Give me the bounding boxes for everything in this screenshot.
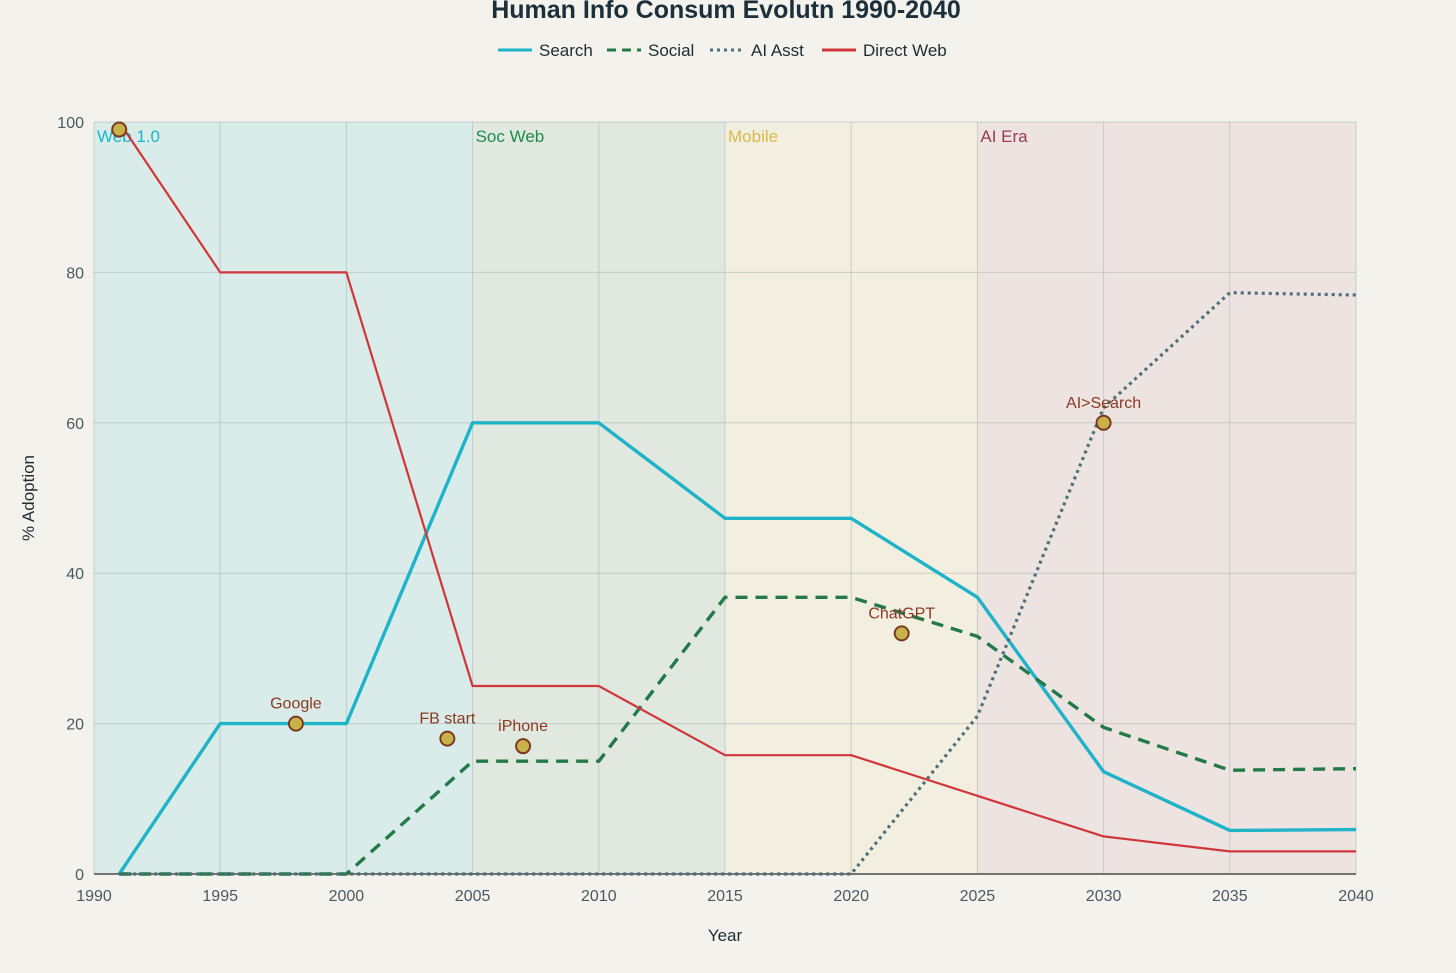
y-tick-label: 0 [75,867,84,884]
legend-label: AI Asst [751,41,804,60]
era-bands: Web 1.0 Soc Web Mobile AI Era [94,122,1356,874]
x-tick-label: 2030 [1086,888,1122,905]
legend-label: Social [648,41,694,60]
annotations: Google FB start iPhone ChatGPT AI>Search [111,121,1141,755]
y-tick-label: 60 [66,416,84,433]
annotation-marker [1095,414,1112,431]
series-line-ai-asst [119,291,1357,876]
era-band [94,122,473,874]
x-tick-label: 2015 [707,888,743,905]
x-tick-label: 1995 [202,888,238,905]
legend-item-direct-web[interactable]: Direct Web [822,41,947,60]
annotation-label: ChatGPT [868,605,935,622]
x-tick-label: 2040 [1338,888,1374,905]
x-tick-label: 1990 [76,888,112,905]
legend-item-social[interactable]: Social [607,41,694,60]
era-label: AI Era [980,127,1028,146]
y-tick-label: 20 [66,717,84,734]
axes: 1990 1995 2000 2005 2010 2015 2020 2025 2030 2035… [57,115,1374,905]
y-axis-label: % Adoption [19,455,38,541]
series-line-search [117,421,1357,875]
y-tick-label: 40 [66,566,84,583]
x-tick-label: 2005 [455,888,491,905]
annotation-label: iPhone [498,718,548,735]
annotation-label: AI>Search [1066,395,1141,412]
legend-item-search[interactable]: Search [498,41,593,60]
legend-label: Search [539,41,593,60]
x-axis-label: Year [708,926,743,945]
legend[interactable]: Search Social AI Asst Direct Web [498,41,947,60]
x-tick-label: 2020 [833,888,869,905]
annotation-marker [111,121,128,138]
era-band [977,122,1356,874]
era-band [725,122,978,874]
series-lines [117,121,1357,876]
era-band [472,122,725,874]
y-tick-label: 100 [57,115,84,132]
annotation-marker [287,715,304,732]
annotation-label: FB start [419,711,476,728]
era-label: Mobile [728,127,778,146]
x-tick-label: 2010 [581,888,617,905]
legend-item-ai-asst[interactable]: AI Asst [710,41,804,60]
series-line-direct-web [118,121,1356,853]
x-tick-label: 2025 [960,888,996,905]
series-line-social [119,595,1357,876]
annotation-marker [515,738,532,755]
x-tick-label: 2035 [1212,888,1248,905]
chart-title: Human Info Consum Evolutn 1990-2040 [491,0,961,24]
legend-label: Direct Web [863,41,947,60]
y-tick-label: 80 [66,265,84,282]
annotation-label: Google [270,696,322,713]
annotation-marker [893,625,910,642]
x-tick-label: 2000 [329,888,365,905]
era-label: Soc Web [476,127,545,146]
annotation-marker [439,730,456,747]
